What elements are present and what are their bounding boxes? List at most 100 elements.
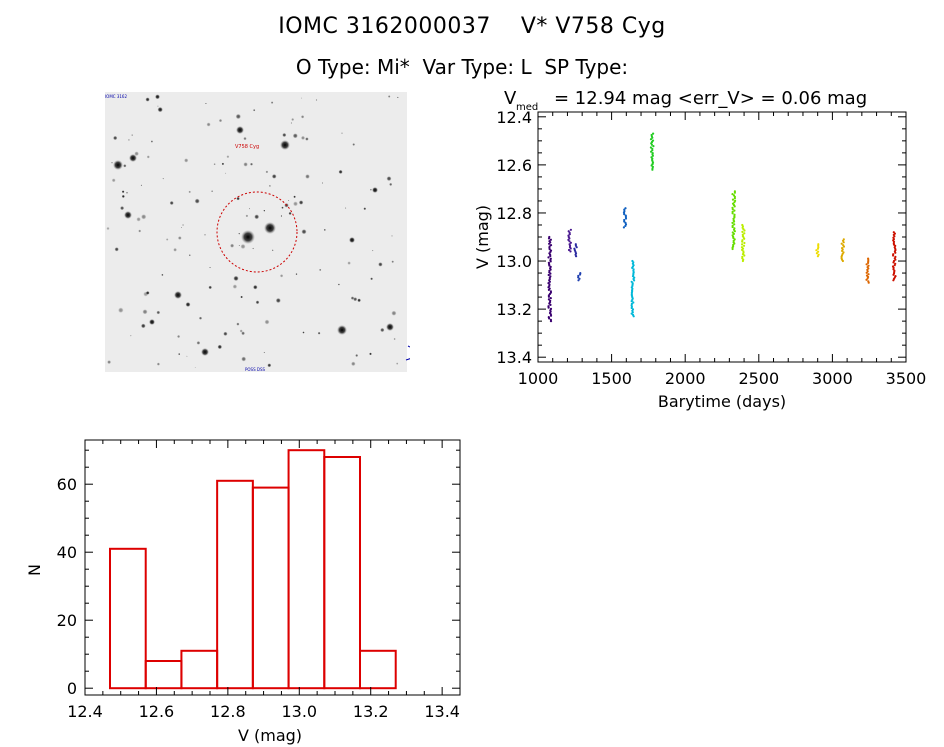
star-faint xyxy=(111,161,113,164)
lc-point xyxy=(741,253,745,256)
star-faint xyxy=(386,176,392,182)
star-faint xyxy=(378,262,383,267)
lc-axis-ticks: 1000 1500 2000 2500 3000 3500 12.4 12.6 12.8 13.0… xyxy=(496,108,926,388)
star-faint xyxy=(196,341,201,345)
lc-x-tick-label: 2500 xyxy=(738,369,779,388)
lc-point xyxy=(575,255,578,258)
star-faint xyxy=(353,297,358,302)
star-faint xyxy=(269,185,271,187)
lc-x-tick-label: 1000 xyxy=(518,369,559,388)
star-faint xyxy=(156,362,160,366)
star-faint xyxy=(173,247,177,252)
star-faint xyxy=(235,113,241,120)
lc-point xyxy=(732,236,735,240)
lc-point xyxy=(816,255,819,258)
star-faint xyxy=(305,174,310,179)
star-faint xyxy=(267,363,272,368)
lc-point xyxy=(731,198,735,201)
lc-point xyxy=(892,279,895,282)
star-faint xyxy=(185,302,191,307)
lc-title-v: V xyxy=(504,88,517,109)
star-faint xyxy=(206,122,211,127)
star-faint xyxy=(380,327,385,333)
hist-x-axis-label: V (mag) xyxy=(238,726,302,745)
lc-point xyxy=(841,259,844,263)
lc-point xyxy=(649,146,652,149)
star-faint xyxy=(315,99,318,101)
hist-bars xyxy=(109,449,397,690)
star-faint xyxy=(397,96,399,99)
lc-point xyxy=(632,301,635,304)
lc-point xyxy=(548,264,551,267)
hist-bar xyxy=(144,660,183,690)
star-bright xyxy=(372,187,378,193)
star-faint xyxy=(241,356,247,362)
star-faint xyxy=(180,226,183,229)
lc-point xyxy=(840,242,843,245)
star-faint xyxy=(264,319,270,325)
star-faint xyxy=(218,118,223,123)
lc-point xyxy=(547,273,550,277)
star-bright xyxy=(241,230,255,244)
star-faint xyxy=(344,207,347,209)
star-faint xyxy=(300,115,305,119)
star-faint xyxy=(254,214,260,220)
lc-point xyxy=(624,224,627,227)
star-bright xyxy=(174,291,182,299)
lc-point xyxy=(743,232,746,235)
lc-point xyxy=(622,226,625,229)
star-faint xyxy=(265,170,269,174)
star-faint xyxy=(263,209,266,212)
star-faint xyxy=(146,155,150,159)
lc-x-axis-label: Barytime (days) xyxy=(658,392,786,411)
star-faint xyxy=(118,307,124,313)
star-faint xyxy=(157,105,159,107)
hist-y-tick-label: 0 xyxy=(67,679,77,698)
lc-point xyxy=(743,254,746,257)
lc-point xyxy=(743,237,746,240)
star-faint xyxy=(145,291,150,295)
lc-y-tick-label: 12.6 xyxy=(496,156,532,175)
finder-chart: V758 Cyg IOMC 3162 POSS DSS xyxy=(105,92,410,372)
lc-point xyxy=(577,279,580,282)
star-faint xyxy=(188,254,191,257)
hist-bar xyxy=(287,449,326,690)
star-faint xyxy=(338,169,343,174)
lc-point xyxy=(568,240,571,243)
star-faint xyxy=(248,208,251,210)
star-faint xyxy=(236,322,240,326)
star-faint xyxy=(188,190,191,194)
hist-x-tick-label: 12.6 xyxy=(139,702,175,721)
star-faint xyxy=(162,178,164,180)
star-faint xyxy=(243,162,248,167)
lc-point xyxy=(894,251,897,254)
star-faint xyxy=(208,285,212,290)
star-faint xyxy=(106,226,110,231)
finder-top-left-label: IOMC 3162 xyxy=(105,94,127,99)
star-faint xyxy=(233,275,239,282)
star-faint xyxy=(238,232,240,235)
hist-plot-frame xyxy=(84,439,461,696)
lc-point xyxy=(548,280,551,283)
hist-bar xyxy=(109,547,147,690)
lc-point xyxy=(630,306,633,310)
star-faint xyxy=(225,172,227,174)
star-faint xyxy=(282,132,287,138)
star-faint xyxy=(253,284,258,290)
lc-point xyxy=(632,315,635,318)
star-faint xyxy=(253,109,256,112)
star-faint xyxy=(236,196,240,201)
lc-point xyxy=(623,213,626,216)
star-faint xyxy=(389,182,393,186)
finder-stars xyxy=(106,94,399,369)
star-faint xyxy=(125,191,129,194)
star-faint xyxy=(198,316,203,320)
lc-point xyxy=(893,264,896,267)
star-faint xyxy=(114,247,119,252)
star-faint xyxy=(241,331,246,336)
lc-point xyxy=(741,243,744,246)
hist-y-tick-label: 60 xyxy=(57,475,77,494)
lc-point xyxy=(577,276,580,279)
star-faint xyxy=(287,199,290,202)
